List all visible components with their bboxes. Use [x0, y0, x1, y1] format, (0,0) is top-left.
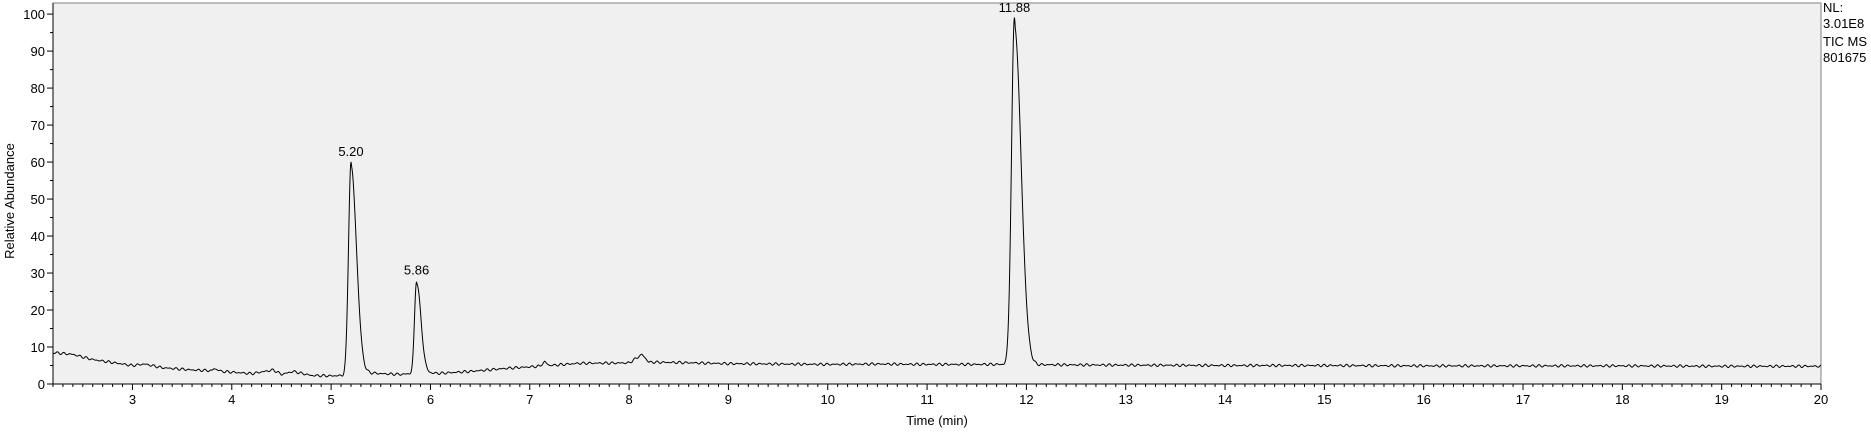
- y-tick-label-70: 70: [31, 118, 45, 133]
- y-tick-label-80: 80: [31, 81, 45, 96]
- x-tick-label-4: 4: [228, 392, 235, 407]
- y-tick-label-60: 60: [31, 155, 45, 170]
- x-tick-label-19: 19: [1714, 392, 1728, 407]
- y-tick-label-100: 100: [23, 7, 45, 22]
- x-tick-label-13: 13: [1118, 392, 1132, 407]
- x-tick-label-15: 15: [1317, 392, 1331, 407]
- axes-layer: 3 4 5 6 7 8 9 10 11 12 13 14 15 16 17 18 19 20 0 10 20 30 40 50…: [23, 3, 1828, 407]
- x-tick-label-17: 17: [1516, 392, 1530, 407]
- peak-label-5.20: 5.20: [338, 144, 363, 159]
- y-tick-label-40: 40: [31, 229, 45, 244]
- plot-area: [52, 2, 1822, 385]
- x-axis-title: Time (min): [906, 413, 968, 428]
- x-tick-label-20: 20: [1814, 392, 1828, 407]
- y-tick-label-10: 10: [31, 340, 45, 355]
- x-tick-label-9: 9: [725, 392, 732, 407]
- x-tick-label-11: 11: [920, 392, 934, 407]
- y-tick-label-50: 50: [31, 192, 45, 207]
- trace-type: TIC MS: [1823, 34, 1868, 49]
- y-axis-title: Relative Abundance: [2, 143, 17, 259]
- x-tick-label-3: 3: [129, 392, 136, 407]
- plot-background: [52, 2, 1822, 385]
- y-tick-label-90: 90: [31, 44, 45, 59]
- x-tick-label-16: 16: [1416, 392, 1430, 407]
- x-tick-label-7: 7: [526, 392, 533, 407]
- x-tick-label-12: 12: [1019, 392, 1033, 407]
- nl-value: 3.01E8: [1823, 16, 1865, 31]
- peak-label-5.86: 5.86: [404, 262, 429, 277]
- file-id: 801675: [1823, 50, 1867, 65]
- x-tick-label-14: 14: [1218, 392, 1232, 407]
- x-tick-label-8: 8: [625, 392, 632, 407]
- peak-label-11.88: 11.88: [999, 0, 1031, 15]
- y-tick-label-30: 30: [31, 266, 45, 281]
- labels-layer: 5.20 5.86 11.88: [338, 0, 1030, 277]
- y-tick-label-20: 20: [31, 303, 45, 318]
- x-tick-label-10: 10: [821, 392, 835, 407]
- trace-layer: [52, 17, 1822, 378]
- tic-trace-line: [52, 17, 1822, 378]
- nl-label: NL:: [1823, 0, 1844, 15]
- x-tick-label-5: 5: [327, 392, 334, 407]
- x-tick-label-6: 6: [427, 392, 434, 407]
- x-tick-label-18: 18: [1615, 392, 1629, 407]
- y-tick-label-0: 0: [38, 377, 45, 392]
